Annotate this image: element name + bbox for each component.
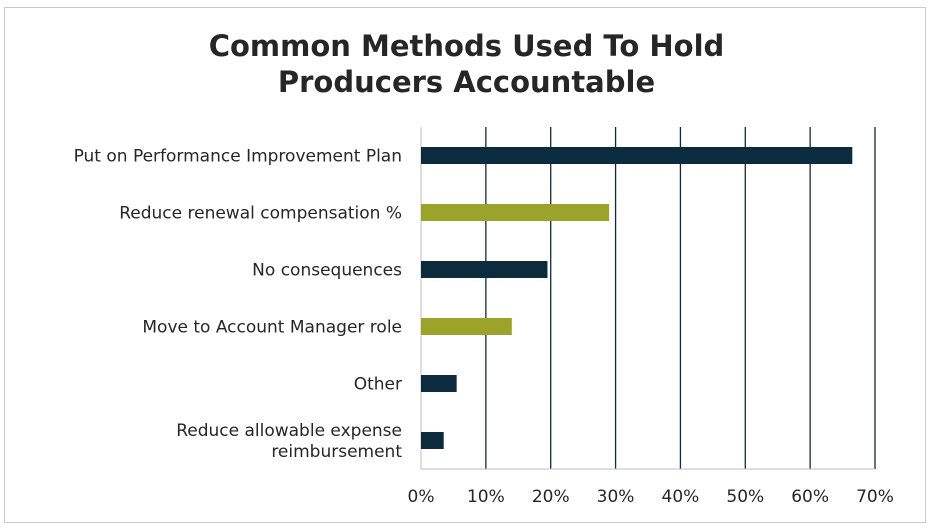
chart-title-line-1: Common Methods Used To Hold (208, 29, 725, 63)
gridlines (420, 127, 876, 470)
category-label: Reduce allowable expense (176, 421, 402, 441)
chart-title-line-2: Producers Accountable (277, 65, 656, 99)
x-tick-label: 60% (791, 487, 829, 507)
category-label: No consequences (252, 261, 402, 281)
x-tick-labels: 0% 10% 20% 30% 40% 50% 60% 70% (408, 487, 894, 507)
category-label: Reduce renewal compensation % (119, 204, 402, 224)
category-label: Put on Performance Improvement Plan (74, 147, 402, 167)
category-label: reimbursement (271, 442, 402, 462)
bar (421, 261, 548, 278)
bars (421, 147, 853, 449)
bar (421, 375, 457, 392)
x-tick-label: 10% (467, 487, 505, 507)
bar (421, 147, 853, 164)
bar (421, 318, 512, 335)
x-tick-label: 70% (856, 487, 894, 507)
x-tick-label: 20% (532, 487, 570, 507)
x-tick-label: 50% (726, 487, 764, 507)
category-label: Other (354, 375, 402, 395)
x-tick-label: 30% (597, 487, 635, 507)
x-tick-label: 0% (408, 487, 435, 507)
x-tick-label: 40% (662, 487, 700, 507)
category-labels: Put on Performance Improvement Plan Reduc… (74, 147, 403, 463)
bar (421, 432, 444, 449)
chart-title: Common Methods Used To Hold Producers Ac… (0, 28, 933, 100)
bar (421, 204, 610, 221)
category-label: Move to Account Manager role (142, 318, 402, 338)
